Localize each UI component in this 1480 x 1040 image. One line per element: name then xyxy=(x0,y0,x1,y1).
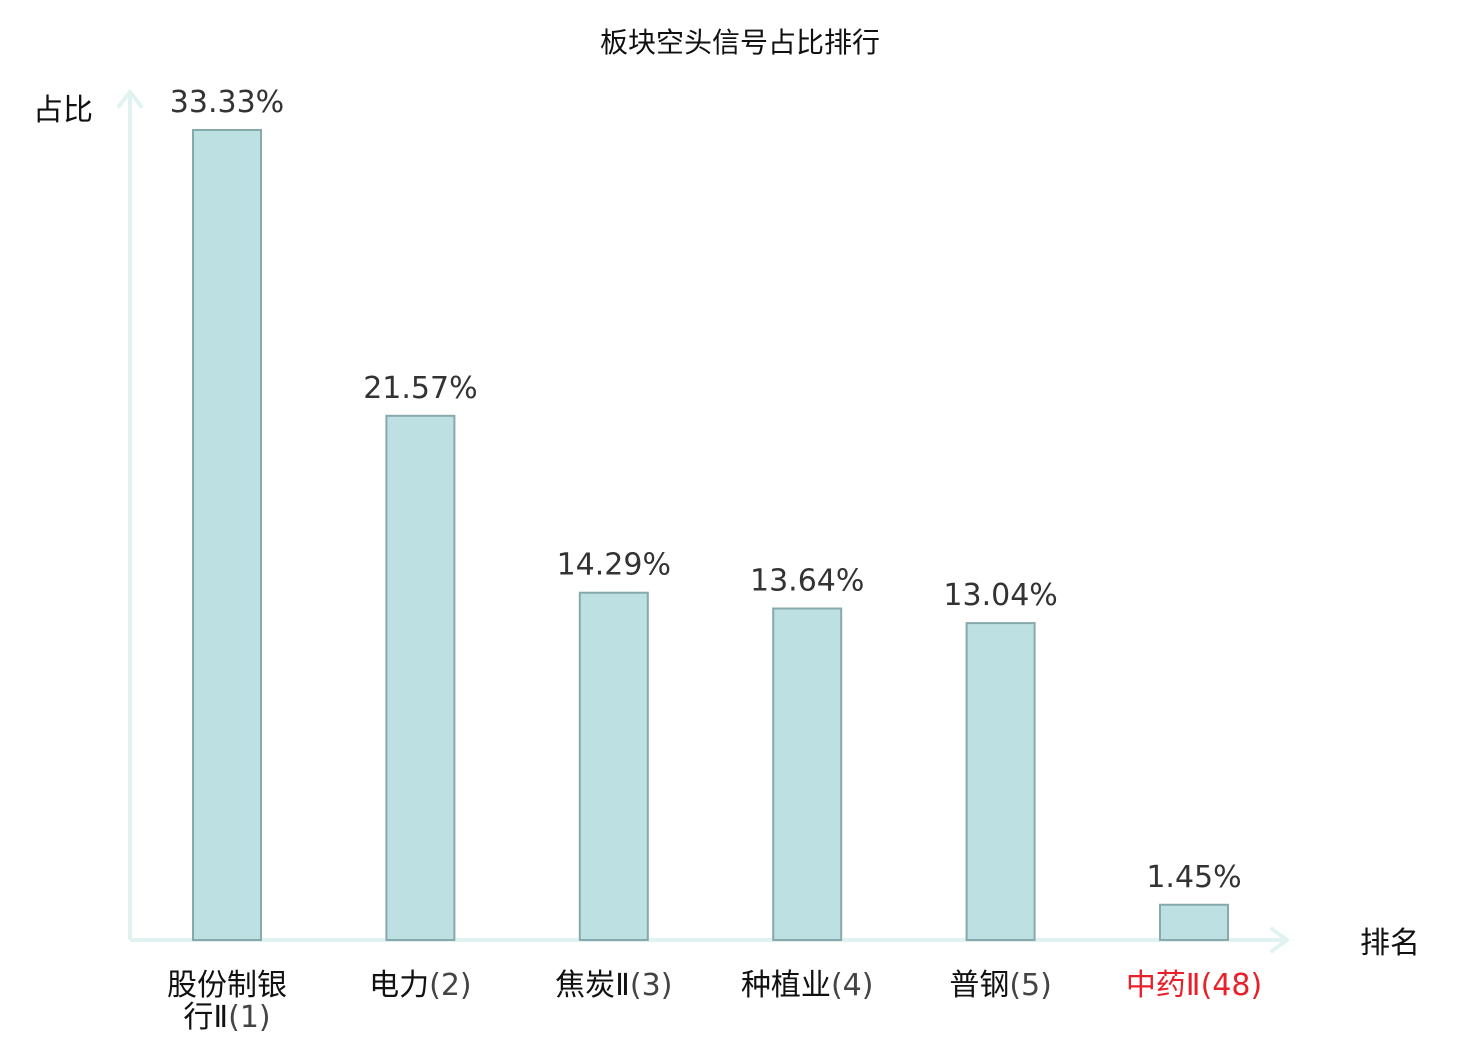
bar xyxy=(1159,903,1229,941)
axes xyxy=(117,90,1289,953)
category-label: 普钢(5) xyxy=(949,968,1052,1003)
y-axis-arrow-icon xyxy=(117,90,143,108)
bars-group xyxy=(192,129,1229,941)
category-name: 焦炭Ⅱ xyxy=(555,968,630,1003)
category-rank: (1) xyxy=(228,1000,271,1035)
category-labels-group: 股份制银行Ⅱ(1) 电力(2) 焦炭Ⅱ(3) 种植业(4) 普钢(5) 中药Ⅱ(48) xyxy=(167,968,1262,1035)
chart-title: 板块空头信号占比排行 xyxy=(600,26,880,59)
bar xyxy=(192,129,262,941)
value-label: 14.29% xyxy=(557,548,671,583)
value-label: 13.04% xyxy=(943,578,1057,613)
category-rank: (48) xyxy=(1201,968,1263,1003)
category-label: 股份制银行Ⅱ(1) xyxy=(167,968,287,1035)
category-name: 普钢 xyxy=(949,968,1009,1003)
value-label: 13.64% xyxy=(750,564,864,599)
value-labels-group: 33.33% 21.57% 14.29% 13.64% 13.04% 1.45% xyxy=(170,85,1242,895)
category-name: 中药Ⅱ xyxy=(1126,968,1201,1003)
category-rank: (2) xyxy=(429,968,472,1003)
category-name: 种植业 xyxy=(741,968,831,1003)
bar xyxy=(965,622,1036,941)
category-label-highlight: 中药Ⅱ(48) xyxy=(1126,968,1262,1003)
value-label: 21.57% xyxy=(363,371,477,406)
value-label: 33.33% xyxy=(170,85,284,120)
bar xyxy=(578,591,649,941)
category-label: 焦炭Ⅱ(3) xyxy=(555,968,672,1003)
category-name-line1: 股份制银 xyxy=(167,968,287,1003)
category-name-line2: 行Ⅱ xyxy=(183,1000,228,1035)
x-axis-title: 排名 xyxy=(1360,926,1420,961)
bar xyxy=(385,414,456,941)
category-label: 电力(2) xyxy=(369,968,472,1003)
category-name: 电力 xyxy=(369,968,429,1003)
y-axis-title: 占比 xyxy=(33,93,93,128)
value-label: 1.45% xyxy=(1146,860,1241,895)
bar xyxy=(772,607,843,941)
category-rank: (5) xyxy=(1009,968,1052,1003)
x-axis-arrow-icon xyxy=(1270,927,1289,953)
category-rank: (3) xyxy=(630,968,673,1003)
category-label: 种植业(4) xyxy=(741,968,874,1003)
category-rank: (4) xyxy=(831,968,874,1003)
